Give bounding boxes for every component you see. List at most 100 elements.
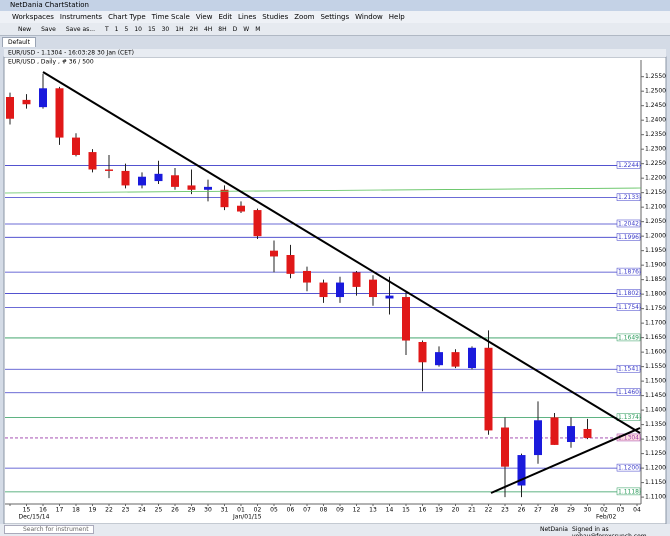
window-title: NetDania ChartStation (0, 0, 670, 11)
y-tick-label: 1.1850 (645, 276, 666, 283)
level-tag (616, 303, 641, 311)
level-label: 1.1374 (618, 414, 639, 421)
x-tick-label: 20 (452, 507, 460, 514)
y-tick-label: 1.2150 (645, 189, 666, 196)
x-tick-label: 29 (188, 507, 196, 514)
interval-button[interactable]: 2H (189, 25, 198, 33)
period-label: Dec/15/14 (19, 514, 50, 521)
y-tick-label: 1.1750 (645, 305, 666, 312)
x-tick-label: 18 (72, 507, 80, 514)
level-label: 1.1460 (618, 389, 639, 396)
y-tick-label: 1.1200 (645, 465, 666, 472)
menu-item[interactable]: Studies (262, 13, 289, 21)
x-tick-label: 30 (584, 507, 592, 514)
y-tick-label: 1.2200 (645, 175, 666, 182)
menu-item[interactable]: Time Scale (151, 13, 190, 21)
y-tick-label: 1.1800 (645, 291, 666, 298)
y-tick-label: 1.1650 (645, 334, 666, 341)
level-label: 1.1118 (618, 488, 639, 495)
search-box[interactable]: Search for instrument (4, 525, 94, 534)
interval-button[interactable]: 15 (147, 25, 156, 33)
y-tick-label: 1.1400 (645, 407, 666, 414)
level-label: 1.1876 (618, 269, 639, 276)
level-tag (616, 364, 641, 373)
level-label: 1.1754 (618, 304, 639, 311)
candle-body (237, 205, 245, 212)
interval-button[interactable]: M (255, 25, 261, 33)
level-tag (616, 463, 641, 472)
candle-body (534, 420, 542, 456)
x-tick-label: 24 (138, 507, 146, 514)
y-tick-label: 1.2350 (645, 131, 666, 138)
level-tag (616, 487, 641, 496)
level-label: 1.1200 (618, 465, 639, 472)
y-tick-label: 1.2250 (645, 160, 666, 167)
tab-bar: Default (0, 36, 670, 48)
candle-body (187, 185, 196, 190)
level-label: 1.1649 (618, 334, 639, 341)
menu-item[interactable]: Edit (218, 13, 233, 21)
candle-body (138, 176, 146, 186)
interval-button[interactable]: 5 (124, 25, 129, 33)
menu-item[interactable]: Workspaces (12, 13, 54, 21)
y-tick-label: 1.1550 (645, 363, 666, 370)
level-label: 1.1996 (618, 234, 639, 241)
x-tick-label: 14 (386, 507, 394, 514)
y-tick-label: 1.2100 (645, 204, 666, 211)
y-tick-label: 1.2450 (645, 102, 666, 109)
interval-button[interactable]: 1 (114, 25, 119, 33)
x-tick-label: 06 (287, 507, 295, 514)
toolbar-button[interactable]: Save (41, 25, 56, 33)
menu-item[interactable]: Zoom (294, 13, 315, 21)
level-label: 1.1304 (618, 434, 639, 441)
candle-body (468, 347, 476, 369)
y-tick-label: 1.1150 (645, 479, 666, 486)
menu-item[interactable]: Window (355, 13, 383, 21)
x-tick-label: 31 (221, 507, 229, 514)
x-tick-label: 26 (171, 507, 179, 514)
candle-body (550, 417, 559, 445)
y-tick-label: 1.1900 (645, 262, 666, 269)
x-tick-label: 12 (353, 507, 361, 514)
x-tick-label: 26 (518, 507, 526, 514)
candle-body (88, 152, 97, 170)
menu-item[interactable]: View (195, 13, 213, 21)
level-tag (616, 193, 641, 201)
interval-button[interactable]: T (105, 25, 109, 33)
candle-body (253, 210, 262, 237)
x-tick-label: 27 (534, 507, 542, 514)
interval-button[interactable]: W (243, 25, 250, 33)
menu-item[interactable]: Settings (320, 13, 350, 21)
chart-subtitle: EUR/USD , Daily , # 36 / 500 (8, 59, 94, 66)
toolbar-button[interactable]: New (18, 25, 32, 33)
menu-item[interactable]: Help (388, 13, 405, 21)
menu-item[interactable]: Instruments (59, 13, 103, 21)
x-tick-label: 22 (105, 507, 113, 514)
moving-line (4, 187, 642, 194)
menu-item[interactable]: Lines (238, 13, 257, 21)
interval-button[interactable]: 30 (161, 25, 170, 33)
candle-body (154, 173, 163, 182)
interval-button[interactable]: 10 (134, 25, 142, 33)
x-tick-label: 17 (56, 507, 64, 514)
interval-button[interactable]: 1H (175, 25, 184, 33)
candle-body (171, 175, 179, 187)
trendline-lower (490, 427, 641, 494)
candle-body (402, 297, 410, 341)
candle-body (6, 96, 14, 119)
interval-button[interactable]: D (232, 25, 238, 33)
candle-body (435, 352, 443, 366)
menu-item[interactable]: Chart Type (108, 13, 146, 21)
y-tick-label: 1.1700 (645, 320, 666, 327)
candle-body (22, 99, 31, 105)
level-label: 1.2042 (618, 220, 639, 227)
interval-button[interactable]: 8H (218, 25, 227, 33)
toolbar-button[interactable]: Save as... (65, 25, 95, 33)
x-tick-label: 28 (551, 507, 559, 514)
y-tick-label: 1.1500 (645, 378, 666, 385)
interval-button[interactable]: 4H (203, 25, 213, 33)
candle-body (583, 428, 592, 438)
x-tick-label: 07 (303, 507, 311, 514)
toolbar: New Save Save as... T 1 5 10 15 30 1H 2H 4H 8H D W M (0, 23, 670, 36)
